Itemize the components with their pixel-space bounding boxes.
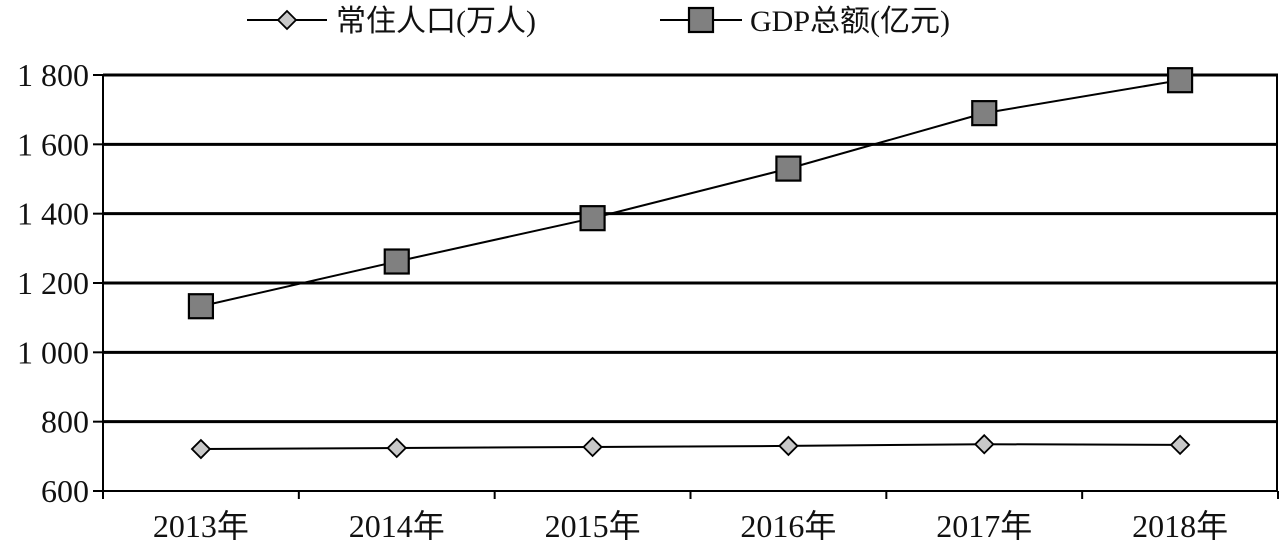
data-point-diamond	[778, 435, 799, 457]
x-tick-label: 2016年	[740, 508, 836, 544]
y-tick-label: 600	[41, 473, 89, 509]
x-tick-label: 2015年	[545, 508, 641, 544]
data-point-diamond	[973, 433, 995, 455]
data-point-diamond	[190, 438, 212, 460]
legend-label: 常住人口(万人)	[336, 5, 536, 38]
y-tick-label: 800	[41, 404, 89, 440]
x-tick-label: 2014年	[349, 508, 445, 544]
y-tick-label: 1 000	[17, 334, 89, 370]
data-point-square	[579, 205, 606, 232]
y-tick-label: 1 200	[17, 265, 89, 301]
x-tick-label: 2018年	[1132, 508, 1228, 544]
data-point-square	[971, 100, 998, 127]
legend-marker-diamond	[276, 9, 298, 31]
series-line-diamond	[200, 443, 1181, 451]
legend: 常住人口(万人) GDP总额(亿元)	[247, 5, 950, 38]
series-line-square	[200, 79, 1181, 308]
gridlines	[103, 73, 1278, 424]
x-tick-label: 2013年	[153, 508, 249, 544]
axes: 600 800 1 000 1 200 1 400 1 600 1 800 2013年 2014…	[17, 57, 1279, 544]
legend-label: GDP总额(亿元)	[750, 5, 950, 38]
data-point-diamond	[582, 436, 603, 458]
data-point-square	[383, 248, 410, 275]
data-point-square	[1166, 67, 1194, 94]
data-point-diamond	[1169, 434, 1191, 456]
series	[187, 67, 1194, 460]
x-tick-label: 2017年	[936, 508, 1032, 544]
data-point-square	[187, 293, 215, 320]
legend-marker-square	[687, 6, 715, 34]
y-tick-label: 1 400	[17, 196, 89, 232]
y-tick-label: 1 600	[17, 126, 89, 162]
data-point-square	[775, 155, 802, 182]
data-point-diamond	[386, 437, 408, 459]
y-tick-label: 1 800	[17, 57, 89, 93]
